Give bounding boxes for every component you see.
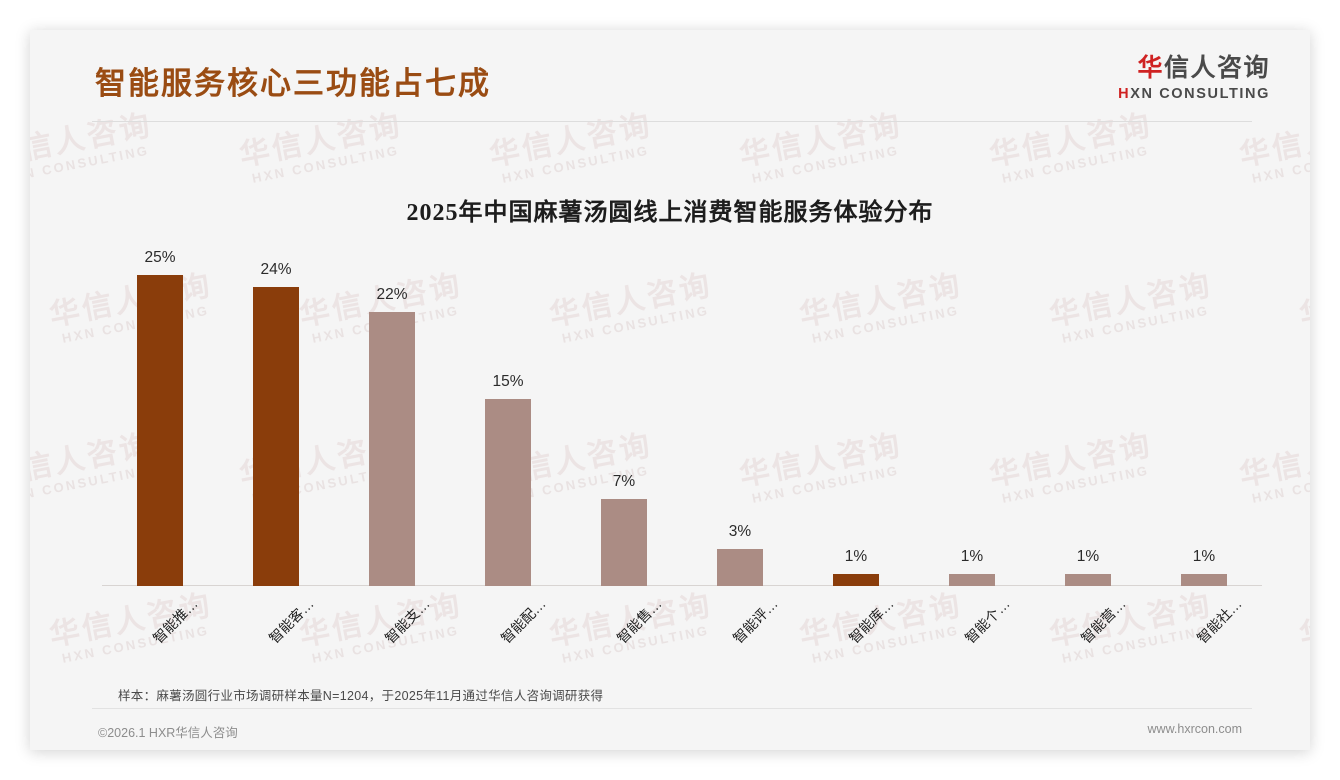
- category-slot: 智能客…: [218, 586, 334, 676]
- x-axis-line: [102, 585, 1262, 586]
- logo-en-accent-char: H: [1118, 86, 1131, 102]
- x-axis-labels: 智能推… 智能客… 智能支… 智能配… 智能售… 智能评… 智能库… 智能个… 智能营… 智能社…: [102, 586, 1262, 676]
- logo-chinese-text: 华信人咨询: [1118, 56, 1270, 81]
- bar-slot: 1%: [1146, 250, 1262, 586]
- category-slot: 智能配…: [450, 586, 566, 676]
- bar-value-label: 22%: [376, 286, 408, 304]
- page-title: 智能服务核心三功能占七成: [95, 66, 491, 101]
- bar[interactable]: [717, 548, 763, 586]
- bar-value-label: 25%: [144, 248, 176, 266]
- category-slot: 智能个…: [914, 586, 1030, 676]
- source-note: 样本：麻薯汤圆行业市场调研样本量N=1204，于2025年11月通过华信人咨询调…: [118, 689, 604, 703]
- bar-value-label: 3%: [728, 522, 752, 540]
- chart-title: 2025年中国麻薯汤圆线上消费智能服务体验分布: [406, 200, 934, 226]
- footer-copyright: ©2026.1 HXR华信人咨询: [98, 726, 238, 740]
- bar[interactable]: [369, 312, 415, 586]
- header-divider: [92, 121, 1252, 122]
- logo-en-rest: XN CONSULTING: [1130, 86, 1270, 102]
- category-label: 智能营…: [1077, 595, 1129, 647]
- bar[interactable]: [485, 399, 531, 586]
- slide-card: 华信人咨询 HXN CONSULTING 华信人咨询 HXN CONSULTING 华信…: [30, 30, 1310, 750]
- bar-slot: 22%: [334, 250, 450, 586]
- bar-slot: 7%: [566, 250, 682, 586]
- bar-slot: 1%: [1030, 250, 1146, 586]
- bar-value-label: 1%: [844, 547, 868, 565]
- logo-english-text: HXN CONSULTING: [1118, 87, 1270, 102]
- bar[interactable]: [137, 274, 183, 586]
- bar-slot: 1%: [914, 250, 1030, 586]
- category-label: 智能社…: [1193, 595, 1245, 647]
- logo-rest-chars: 信人咨询: [1163, 54, 1270, 82]
- bar-value-label: 15%: [492, 373, 524, 391]
- category-label: 智能推…: [149, 595, 201, 647]
- category-slot: 智能推…: [102, 586, 218, 676]
- category-label: 智能支…: [381, 595, 433, 647]
- bar-slot: 24%: [218, 250, 334, 586]
- company-logo: 华信人咨询 HXN CONSULTING: [1118, 56, 1270, 102]
- bar[interactable]: [601, 498, 647, 586]
- category-label: 智能客…: [265, 595, 317, 647]
- slide-header: 智能服务核心三功能占七成 华信人咨询 HXN CONSULTING: [30, 30, 1310, 122]
- bar-value-label: 24%: [260, 261, 292, 279]
- bar-slot: 15%: [450, 250, 566, 586]
- category-slot: 智能库…: [798, 586, 914, 676]
- bar-value-label: 7%: [612, 472, 636, 490]
- bar[interactable]: [949, 573, 995, 586]
- bar-value-label: 1%: [960, 547, 984, 565]
- category-slot: 智能评…: [682, 586, 798, 676]
- category-label: 智能库…: [845, 595, 897, 647]
- bar-slot: 25%: [102, 248, 218, 586]
- slide-footer: ©2026.1 HXR华信人咨询 www.hxrcon.com: [30, 712, 1310, 750]
- bar-slot: 3%: [682, 250, 798, 586]
- category-label: 智能售…: [613, 595, 665, 647]
- bar[interactable]: [833, 573, 879, 586]
- category-label: 智能配…: [497, 595, 549, 647]
- category-slot: 智能支…: [334, 586, 450, 676]
- chart-container: 2025年中国麻薯汤圆线上消费智能服务体验分布 25% 24% 22% 15% 7% 3%…: [30, 130, 1310, 690]
- bar-value-label: 1%: [1076, 547, 1100, 565]
- bar[interactable]: [1181, 573, 1227, 586]
- category-slot: 智能售…: [566, 586, 682, 676]
- bar-slot: 1%: [798, 250, 914, 586]
- bar[interactable]: [1065, 573, 1111, 586]
- category-slot: 智能营…: [1030, 586, 1146, 676]
- bar-value-label: 1%: [1192, 547, 1216, 565]
- logo-accent-char: 华: [1137, 54, 1164, 82]
- category-label: 智能评…: [729, 595, 781, 647]
- category-slot: 智能社…: [1146, 586, 1262, 676]
- footer-divider: [92, 708, 1252, 709]
- chart-plot-area: 25% 24% 22% 15% 7% 3% 1% 1% 1% 1%: [102, 248, 1262, 586]
- bar[interactable]: [253, 287, 299, 586]
- category-label: 智能个…: [961, 595, 1013, 647]
- footer-website[interactable]: www.hxrcon.com: [1147, 722, 1242, 736]
